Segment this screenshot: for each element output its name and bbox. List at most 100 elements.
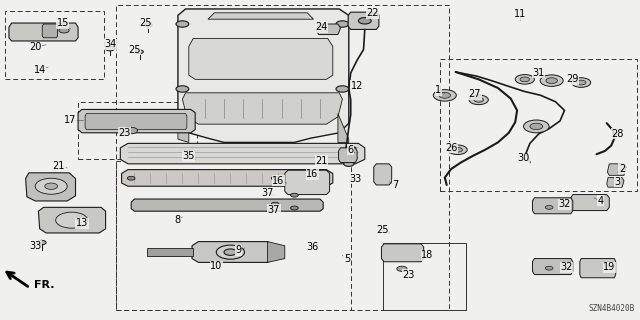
Bar — [116, 5, 449, 310]
Text: 15: 15 — [56, 18, 69, 28]
Polygon shape — [374, 164, 392, 185]
Circle shape — [271, 176, 279, 180]
Polygon shape — [182, 93, 342, 124]
Text: 35: 35 — [182, 151, 195, 161]
Text: 2: 2 — [619, 164, 625, 174]
Text: 33: 33 — [29, 241, 42, 251]
Circle shape — [546, 78, 557, 84]
Circle shape — [439, 92, 451, 98]
Polygon shape — [131, 199, 323, 211]
Text: 32: 32 — [558, 199, 571, 209]
Text: 24: 24 — [315, 22, 328, 32]
Circle shape — [397, 266, 407, 271]
Text: 16: 16 — [272, 176, 285, 186]
Circle shape — [127, 176, 135, 180]
Bar — [383, 243, 466, 310]
Polygon shape — [580, 259, 616, 278]
Bar — [116, 161, 351, 310]
Polygon shape — [338, 114, 349, 142]
Text: 12: 12 — [351, 81, 364, 91]
Circle shape — [176, 86, 189, 92]
Text: 10: 10 — [210, 261, 223, 271]
Polygon shape — [348, 12, 379, 29]
Circle shape — [433, 90, 456, 101]
Circle shape — [540, 75, 563, 86]
Text: 33: 33 — [349, 173, 362, 184]
Text: 18: 18 — [421, 250, 434, 260]
Polygon shape — [208, 13, 314, 19]
Text: 16: 16 — [306, 169, 319, 180]
Polygon shape — [9, 23, 78, 41]
Text: 25: 25 — [128, 44, 141, 55]
Text: 17: 17 — [64, 115, 77, 125]
Text: 34: 34 — [104, 39, 116, 49]
Circle shape — [520, 77, 529, 82]
Circle shape — [291, 206, 298, 210]
Text: 11: 11 — [513, 9, 526, 20]
Circle shape — [45, 183, 58, 189]
Circle shape — [577, 80, 586, 85]
Polygon shape — [532, 259, 573, 275]
Circle shape — [59, 28, 69, 33]
Text: SZN4B4020B: SZN4B4020B — [589, 304, 635, 313]
Polygon shape — [192, 242, 274, 262]
Circle shape — [216, 245, 244, 259]
Circle shape — [336, 21, 349, 27]
Polygon shape — [532, 198, 573, 214]
Circle shape — [291, 193, 298, 197]
Circle shape — [572, 78, 591, 87]
Polygon shape — [571, 195, 609, 211]
Text: 25: 25 — [376, 225, 389, 235]
Circle shape — [35, 178, 67, 194]
Polygon shape — [178, 114, 189, 142]
Bar — [440, 59, 637, 191]
Text: 37: 37 — [261, 188, 274, 198]
Circle shape — [453, 147, 463, 152]
Circle shape — [474, 98, 484, 102]
Circle shape — [136, 50, 143, 54]
Text: 30: 30 — [517, 153, 530, 164]
Polygon shape — [607, 178, 624, 187]
Text: 7: 7 — [392, 180, 399, 190]
Circle shape — [271, 202, 279, 206]
Text: 31: 31 — [532, 68, 545, 78]
Circle shape — [346, 146, 356, 151]
Polygon shape — [122, 170, 333, 186]
Text: 28: 28 — [611, 129, 624, 139]
Circle shape — [224, 249, 237, 255]
Text: 5: 5 — [344, 253, 350, 264]
Bar — [78, 102, 197, 159]
Text: 9: 9 — [235, 245, 241, 255]
Text: 37: 37 — [268, 204, 280, 215]
Circle shape — [344, 161, 354, 166]
Text: 29: 29 — [566, 74, 579, 84]
Polygon shape — [268, 242, 285, 262]
Circle shape — [56, 212, 88, 228]
Text: 32: 32 — [560, 262, 573, 272]
Polygon shape — [178, 9, 349, 142]
Polygon shape — [85, 114, 187, 130]
Circle shape — [515, 75, 534, 84]
Polygon shape — [120, 143, 365, 164]
Text: 36: 36 — [306, 242, 319, 252]
Bar — [5, 11, 104, 79]
Text: 3: 3 — [614, 177, 621, 187]
Text: 6: 6 — [348, 145, 354, 155]
Circle shape — [125, 127, 138, 134]
Circle shape — [358, 18, 371, 24]
Circle shape — [545, 266, 553, 270]
Text: 26: 26 — [445, 143, 458, 153]
Circle shape — [524, 120, 549, 133]
Polygon shape — [147, 248, 193, 256]
Circle shape — [176, 21, 189, 27]
Polygon shape — [381, 244, 424, 262]
Text: 13: 13 — [76, 218, 88, 228]
Text: 25: 25 — [140, 18, 152, 28]
Circle shape — [545, 205, 553, 209]
Polygon shape — [26, 173, 76, 201]
Circle shape — [469, 95, 488, 105]
Circle shape — [336, 86, 349, 92]
Polygon shape — [607, 164, 626, 175]
Polygon shape — [316, 24, 340, 35]
Text: 27: 27 — [468, 89, 481, 100]
